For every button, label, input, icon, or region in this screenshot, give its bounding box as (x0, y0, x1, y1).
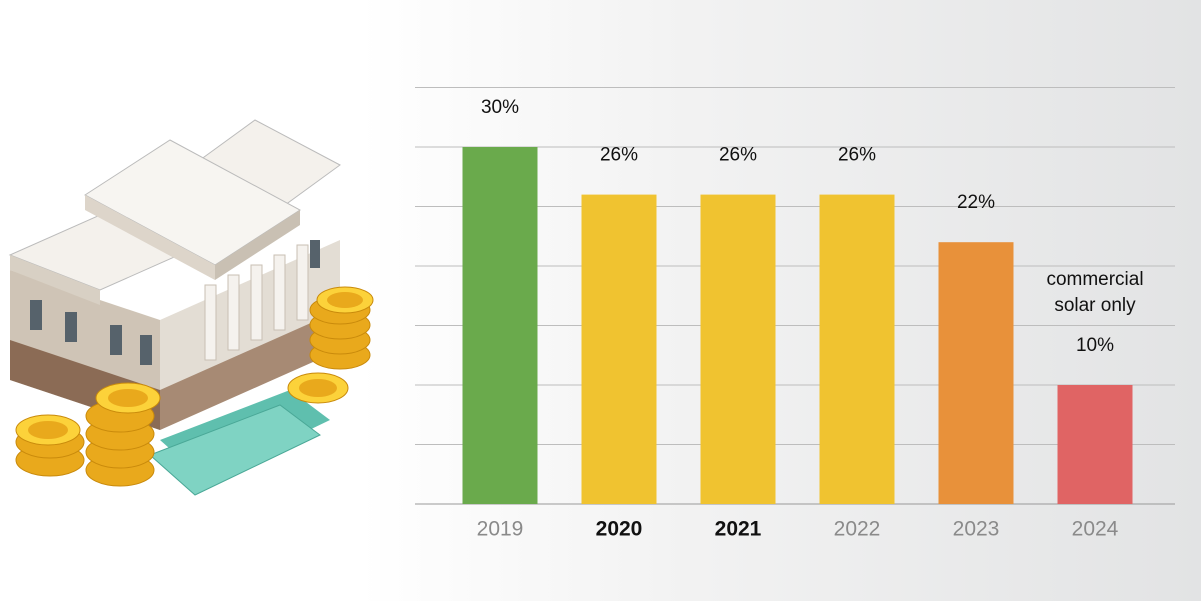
x-tick-label: 2020 (596, 518, 643, 541)
value-label: 26% (719, 145, 757, 166)
roof-edge (10, 255, 100, 305)
annotation: commercial solar only (1046, 269, 1144, 316)
coins (15, 286, 374, 487)
bar (581, 194, 657, 504)
bar (938, 242, 1014, 504)
value-label: 26% (838, 145, 876, 166)
bill (149, 404, 321, 496)
bank-illustration (8, 119, 374, 496)
columns (204, 244, 309, 361)
x-tick-label: 2021 (715, 518, 762, 541)
bar (819, 194, 895, 504)
x-tick-label: 2024 (1072, 518, 1119, 541)
bar (1057, 385, 1133, 504)
value-label: 26% (600, 145, 638, 166)
x-tick-label: 2023 (953, 518, 1000, 541)
roof-edge (215, 210, 300, 280)
bar (700, 194, 776, 504)
value-label: 22% (957, 192, 995, 213)
windows (30, 240, 320, 365)
x-tick-label: 2019 (477, 518, 524, 541)
value-label: 30% (481, 97, 519, 118)
roof-edge (85, 195, 215, 280)
wall-base (160, 310, 340, 430)
value-label: 10% (1076, 335, 1114, 356)
x-tick-label: 2022 (834, 518, 881, 541)
bar (462, 147, 538, 504)
